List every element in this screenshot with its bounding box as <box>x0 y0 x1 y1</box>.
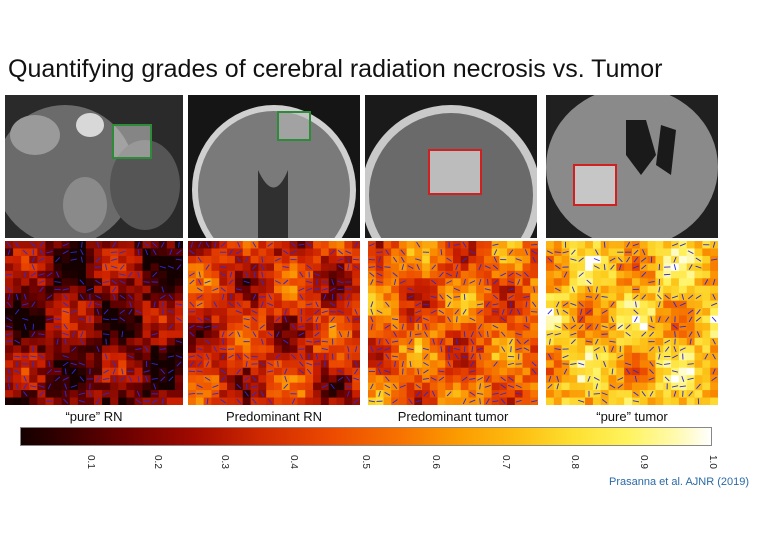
colorbar-tick-0.3: 0.3 <box>219 455 230 469</box>
page-title: Quantifying grades of cerebral radiation… <box>8 55 663 83</box>
colorbar-tick-0.8: 0.8 <box>569 455 580 469</box>
colorbar <box>20 427 712 446</box>
heatmap-pure-rn <box>5 241 183 405</box>
colorbar-tick-0.9: 0.9 <box>638 455 649 469</box>
colorbar-tick-0.4: 0.4 <box>288 455 299 469</box>
caption-predominant-rn: Predominant RN <box>225 409 323 424</box>
mri-image-predominant-tumor <box>365 95 537 238</box>
colorbar-tick-0.5: 0.5 <box>360 455 371 469</box>
colorbar-tick-0.1: 0.1 <box>85 455 96 469</box>
heatmap-predominant-rn <box>188 241 360 405</box>
colorbar-tick-0.2: 0.2 <box>152 455 163 469</box>
mri-image-predominant-rn <box>188 95 360 238</box>
colorbar-tick-1.0: 1.0 <box>707 455 718 469</box>
mri-image-pure-rn <box>5 95 183 238</box>
caption-pure-rn: “pure” RN <box>65 409 123 424</box>
heatmap-predominant-tumor <box>368 241 538 405</box>
colorbar-tick-0.7: 0.7 <box>500 455 511 469</box>
caption-predominant-tumor: Predominant tumor <box>397 409 509 424</box>
heatmap-pure-tumor <box>546 241 718 405</box>
citation-credit: Prasanna et al. AJNR (2019) <box>609 476 750 488</box>
caption-pure-tumor: “pure” tumor <box>596 409 668 424</box>
mri-image-pure-tumor <box>546 95 718 238</box>
colorbar-tick-0.6: 0.6 <box>430 455 441 469</box>
